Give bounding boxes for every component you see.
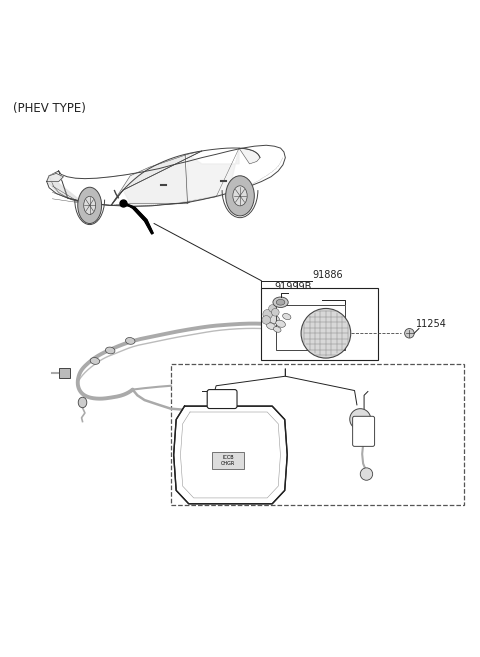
Text: 91999A: 91999A — [184, 390, 221, 401]
Ellipse shape — [125, 338, 135, 344]
Text: (PHEV TYPE): (PHEV TYPE) — [13, 102, 86, 115]
Ellipse shape — [106, 347, 115, 354]
Ellipse shape — [316, 336, 331, 349]
Circle shape — [269, 305, 276, 312]
Ellipse shape — [90, 357, 100, 365]
Ellipse shape — [276, 300, 285, 305]
Ellipse shape — [273, 297, 288, 307]
FancyBboxPatch shape — [353, 417, 374, 446]
Polygon shape — [59, 171, 190, 206]
Text: ICCB
CHGR: ICCB CHGR — [221, 455, 235, 466]
Polygon shape — [188, 148, 239, 202]
Ellipse shape — [274, 327, 281, 332]
Circle shape — [405, 328, 414, 338]
Circle shape — [350, 409, 371, 430]
Ellipse shape — [267, 314, 280, 323]
Ellipse shape — [276, 320, 286, 327]
Ellipse shape — [78, 187, 102, 223]
Polygon shape — [123, 202, 153, 234]
Bar — [276, 305, 345, 350]
Circle shape — [301, 308, 351, 358]
FancyBboxPatch shape — [207, 390, 237, 409]
Text: 91887A: 91887A — [271, 369, 308, 379]
Circle shape — [262, 315, 271, 324]
Polygon shape — [123, 154, 188, 204]
Polygon shape — [239, 148, 260, 164]
Polygon shape — [47, 176, 85, 206]
Text: 91886: 91886 — [312, 270, 343, 281]
Polygon shape — [47, 173, 63, 181]
Circle shape — [263, 309, 273, 319]
Circle shape — [272, 308, 279, 316]
Text: (W/ICCB): (W/ICCB) — [174, 369, 218, 379]
Polygon shape — [111, 151, 202, 206]
Bar — [212, 452, 244, 469]
Bar — [262, 288, 378, 359]
Text: 11254: 11254 — [416, 319, 446, 329]
Ellipse shape — [226, 176, 254, 216]
Ellipse shape — [78, 397, 87, 408]
Polygon shape — [174, 406, 287, 504]
Bar — [59, 368, 70, 378]
Text: 91887D: 91887D — [356, 392, 394, 401]
Text: 81595: 81595 — [316, 299, 347, 309]
Ellipse shape — [283, 313, 291, 320]
Bar — [171, 364, 464, 505]
Text: 91999B: 91999B — [275, 282, 312, 292]
Circle shape — [360, 468, 372, 480]
Ellipse shape — [233, 186, 247, 206]
Ellipse shape — [266, 323, 276, 329]
Text: 81371A: 81371A — [277, 316, 314, 326]
Ellipse shape — [84, 196, 96, 214]
